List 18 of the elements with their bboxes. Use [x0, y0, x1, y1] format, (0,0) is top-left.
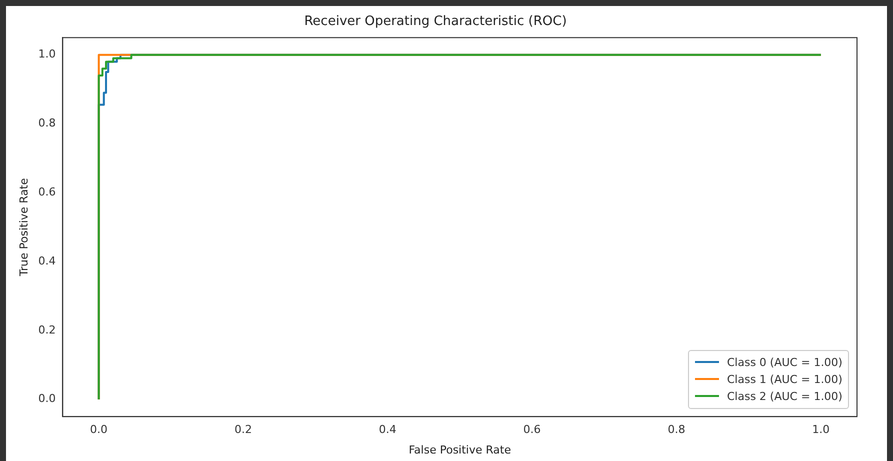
y-tick-label: 1.0 — [38, 48, 56, 61]
chart-title: Receiver Operating Characteristic (ROC) — [304, 14, 567, 30]
y-tick-label: 0.6 — [38, 186, 56, 199]
legend-label: Class 0 (AUC = 1.00) — [727, 356, 842, 369]
y-axis-title: True Positive Rate — [17, 178, 30, 278]
x-tick-label: 0.4 — [378, 423, 396, 436]
y-tick-label: 0.4 — [38, 254, 56, 268]
legend-label: Class 1 (AUC = 1.00) — [727, 372, 842, 386]
legend-label: Class 2 (AUC = 1.00) — [727, 390, 842, 403]
y-tick-label: 0.8 — [38, 116, 56, 130]
x-axis-title: False Positive Rate — [408, 443, 512, 456]
x-tick-label: 1.0 — [812, 423, 830, 436]
x-tick-label: 0.6 — [523, 423, 541, 436]
y-tick-label: 0.2 — [38, 323, 56, 336]
x-tick-label: 0.8 — [668, 423, 686, 436]
x-tick-label: 0.0 — [90, 423, 108, 436]
x-tick-label: 0.2 — [234, 423, 252, 436]
y-tick-label: 0.0 — [38, 392, 56, 406]
